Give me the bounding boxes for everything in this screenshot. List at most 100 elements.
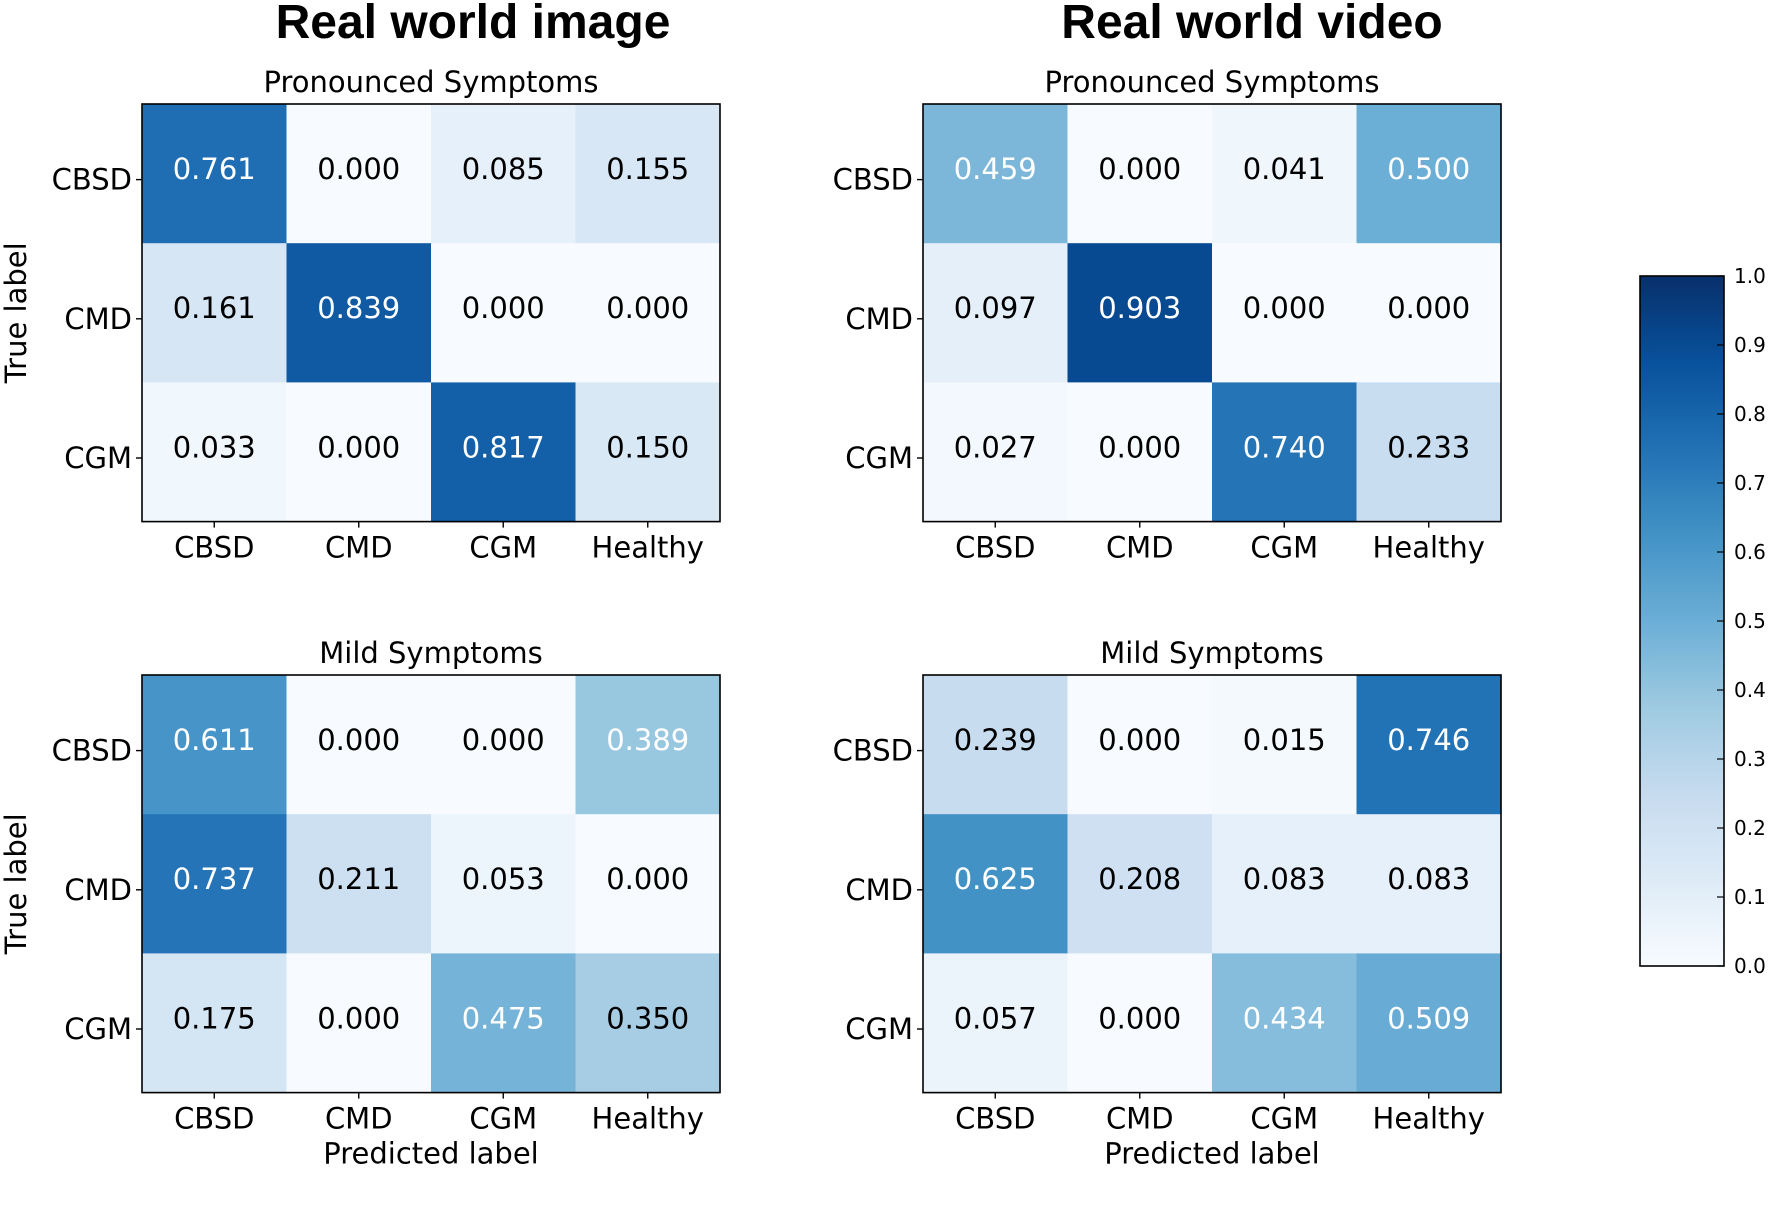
heatmap-cell	[431, 104, 577, 244]
x-tick-label: CMD	[325, 531, 393, 565]
heatmap-cell	[431, 382, 577, 523]
colorbar-tick-label: 0.5	[1734, 609, 1766, 633]
heatmap-cell	[923, 953, 1069, 1094]
x-tick-label: CBSD	[174, 1102, 254, 1136]
heatmap-cell	[1356, 675, 1502, 815]
x-tick-label: CBSD	[955, 1102, 1035, 1136]
x-tick-label: Healthy	[592, 531, 704, 565]
heatmap-cell	[1212, 382, 1358, 523]
heatmap-cell	[923, 104, 1069, 244]
heatmap-cell	[1067, 104, 1213, 244]
y-tick-label: CBSD	[52, 734, 132, 768]
heatmap-video-mild: Mild Symptoms 0.239 0.000 0.015 0.746 0.625 0.…	[833, 636, 1502, 1171]
cell-value-label: 0.155	[606, 152, 689, 186]
cell-value-label: 0.211	[317, 862, 400, 896]
heatmap-cell	[923, 814, 1069, 954]
heatmap-cell	[575, 675, 721, 815]
y-tick-label: CGM	[64, 1012, 132, 1046]
x-axis-label: Predicted label	[1104, 1137, 1320, 1171]
panel-frame	[922, 103, 1502, 523]
cell-value-label: 0.239	[954, 723, 1037, 757]
y-tick-label: CBSD	[833, 734, 913, 768]
cell-value-label: 0.083	[1243, 862, 1326, 896]
x-tick-label: Healthy	[1373, 531, 1485, 565]
x-tick-label: CBSD	[174, 531, 254, 565]
cell-value-label: 0.611	[173, 723, 256, 757]
x-tick-label: CBSD	[955, 531, 1035, 565]
y-tick-label: CGM	[845, 1012, 913, 1046]
cell-value-label: 0.000	[606, 862, 689, 896]
heatmap-cell	[431, 675, 577, 815]
y-axis-label: True label	[0, 242, 33, 384]
heatmap-cell	[923, 243, 1069, 383]
panel-title: Mild Symptoms	[1100, 636, 1323, 670]
heatmap-cell	[286, 675, 432, 815]
heatmap-cell	[142, 953, 288, 1094]
colorbar-tick-label: 0.4	[1734, 678, 1766, 702]
cell-value-label: 0.161	[173, 291, 256, 325]
colorbar-tick-label: 0.1	[1734, 885, 1766, 909]
y-axis-label: True label	[0, 813, 33, 955]
heatmap-cell	[575, 104, 721, 244]
heatmap-cell	[1212, 814, 1358, 954]
heatmap-image-mild: Mild Symptoms 0.611 0.000 0.000 0.389 0.737 0.…	[0, 636, 721, 1171]
x-tick-label: CMD	[325, 1102, 393, 1136]
x-tick-label: Healthy	[592, 1102, 704, 1136]
y-tick-label: CGM	[845, 441, 913, 475]
heatmap-cell	[1067, 953, 1213, 1094]
cell-value-label: 0.000	[317, 152, 400, 186]
cell-value-label: 0.625	[954, 862, 1037, 896]
cell-value-label: 0.000	[1098, 152, 1181, 186]
x-axis-label: Predicted label	[323, 1137, 539, 1171]
colorbar-gradient	[1640, 276, 1724, 966]
cell-value-label: 0.839	[317, 291, 400, 325]
cell-value-label: 0.509	[1387, 1001, 1470, 1035]
x-tick-label: Healthy	[1373, 1102, 1485, 1136]
heatmap-cell	[575, 243, 721, 383]
cell-value-label: 0.000	[462, 291, 545, 325]
cell-value-label: 0.000	[462, 723, 545, 757]
column-title-video: Real world video	[1061, 0, 1442, 49]
heatmap-cell	[1067, 243, 1213, 383]
panel-title: Mild Symptoms	[319, 636, 542, 670]
panel-title: Pronounced Symptoms	[1044, 65, 1379, 99]
heatmap-cell	[1067, 675, 1213, 815]
cell-value-label: 0.208	[1098, 862, 1181, 896]
cell-value-label: 0.000	[317, 723, 400, 757]
heatmap-cell	[1067, 814, 1213, 954]
heatmap-cell	[1212, 953, 1358, 1094]
heatmap-cell	[923, 675, 1069, 815]
cell-value-label: 0.434	[1243, 1001, 1326, 1035]
heatmap-cell	[1212, 243, 1358, 383]
cell-value-label: 0.097	[954, 291, 1037, 325]
cell-value-label: 0.233	[1387, 430, 1470, 464]
x-tick-label: CGM	[469, 1102, 537, 1136]
heatmap-cell	[286, 382, 432, 523]
heatmap-cell	[142, 675, 288, 815]
heatmap-cell	[142, 382, 288, 523]
cell-value-label: 0.740	[1243, 430, 1326, 464]
cell-value-label: 0.033	[173, 430, 256, 464]
cell-value-label: 0.817	[462, 430, 545, 464]
y-tick-label: CMD	[845, 302, 913, 336]
colorbar: 0.0 0.1 0.2 0.3 0.4 0.5 0.6 0.7 0.8 0.9 1.0	[1639, 264, 1766, 978]
cell-value-label: 0.000	[1098, 1001, 1181, 1035]
y-tick-label: CGM	[64, 441, 132, 475]
cell-value-label: 0.475	[462, 1001, 545, 1035]
heatmap-cell	[286, 243, 432, 383]
column-title-image: Real world image	[276, 0, 671, 49]
colorbar-tick-label: 0.0	[1734, 954, 1766, 978]
cell-value-label: 0.057	[954, 1001, 1037, 1035]
colorbar-tick-label: 0.9	[1734, 333, 1766, 357]
cell-value-label: 0.746	[1387, 723, 1470, 757]
heatmap-cell	[286, 814, 432, 954]
cell-value-label: 0.175	[173, 1001, 256, 1035]
heatmap-cell	[286, 953, 432, 1094]
heatmap-cell	[142, 814, 288, 954]
colorbar-tick-label: 0.8	[1734, 402, 1766, 426]
heatmap-cell	[575, 953, 721, 1094]
cell-value-label: 0.083	[1387, 862, 1470, 896]
cell-value-label: 0.085	[462, 152, 545, 186]
panel-frame	[141, 103, 721, 523]
cell-value-label: 0.350	[606, 1001, 689, 1035]
